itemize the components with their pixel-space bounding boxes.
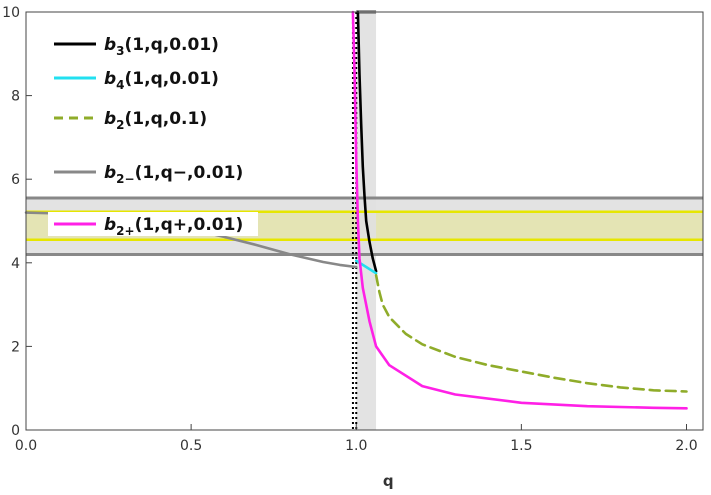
x-tick-label-4: 2.0: [675, 438, 697, 454]
legend-label-2: b2(1,q,0.1): [104, 109, 207, 132]
series-line-2: [374, 274, 688, 393]
legend-label-3: b2−(1,q−,0.01): [104, 163, 243, 186]
x-axis-title: q: [383, 472, 394, 490]
plot-frame: [25, 11, 704, 431]
x-tick-label-2: 1.0: [345, 438, 367, 454]
y-tick-label-3: 6: [11, 172, 20, 188]
legend: b3(1,q,0.01) b4(1,q,0.01) b2(1,q,0.1) b2−(1…: [48, 35, 258, 238]
y-tick-label-2: 4: [11, 256, 20, 272]
y-tick-label-5: 10: [2, 5, 20, 21]
x-tick-label-3: 1.5: [510, 438, 532, 454]
x-tick-label-0: 0.0: [15, 438, 37, 454]
series-line-4: [351, 10, 688, 410]
y-tick-label-4: 8: [11, 89, 20, 105]
tick-labels: 0.0 0.5 1.0 1.5 2.0 0 2 4 6 8 10 q: [2, 5, 697, 490]
series-line-0: [356, 10, 378, 273]
legend-label-4: b2+(1,q+,0.01): [104, 215, 243, 238]
y-tick-label-1: 2: [11, 339, 20, 355]
axes: [25, 11, 704, 431]
legend-label-0: b3(1,q,0.01): [104, 35, 219, 58]
legend-label-1: b4(1,q,0.01): [104, 69, 219, 92]
y-tick-label-0: 0: [11, 423, 20, 439]
x-tick-label-1: 0.5: [180, 438, 202, 454]
